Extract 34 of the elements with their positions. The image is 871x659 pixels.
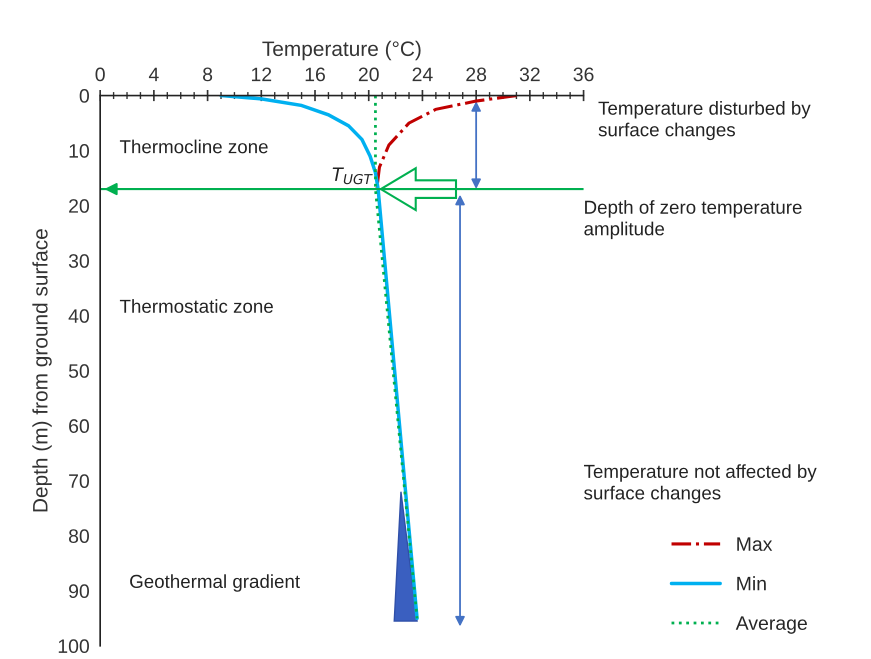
annotation: Thermostatic zone xyxy=(120,299,273,313)
x-tick-label: 4 xyxy=(148,68,159,82)
annotation: Geothermal gradient xyxy=(130,574,300,592)
y-tick-label: 90 xyxy=(69,584,89,598)
y-tick-label: 50 xyxy=(68,364,89,378)
x-axis-title: Temperature (°C) xyxy=(262,40,421,60)
legend-label: Max xyxy=(737,537,772,551)
x-tick-label: 0 xyxy=(96,68,105,82)
y-tick-label: 30 xyxy=(68,254,89,268)
y-tick-label: 70 xyxy=(69,474,89,488)
y-tick-label: 40 xyxy=(68,309,89,323)
x-tick-label: 36 xyxy=(574,68,594,82)
x-tick-label: 12 xyxy=(252,68,272,82)
text: Depth of zero temperature amplitude xyxy=(584,200,802,240)
y-axis-title: Depth (m) from ground surface xyxy=(32,229,52,512)
x-tick-label: 32 xyxy=(520,68,540,82)
legend-label: Average xyxy=(736,616,807,634)
annotation: Thermocline zone xyxy=(120,140,268,154)
x-tick-label: 8 xyxy=(203,68,212,82)
y-tick-label: 0 xyxy=(80,89,89,103)
annotation: T$_{UGT}$ xyxy=(332,167,373,184)
x-tick-label: 16 xyxy=(306,68,325,82)
x-tick-label: 28 xyxy=(466,68,486,82)
legend-label: Min xyxy=(737,576,766,590)
y-tick-label: 60 xyxy=(69,419,89,433)
line-series xyxy=(375,96,518,191)
text: Temperature disturbed by surface changes xyxy=(598,101,811,140)
text: Temperature not affected by surface changes xyxy=(584,464,817,504)
x-tick-label: 24 xyxy=(412,68,433,82)
x-tick-label: 20 xyxy=(358,68,379,82)
y-tick-label: 100 xyxy=(58,639,89,654)
y-tick-label: 20 xyxy=(69,199,89,213)
y-tick-label: 10 xyxy=(70,144,89,158)
y-tick-label: 80 xyxy=(68,529,89,544)
